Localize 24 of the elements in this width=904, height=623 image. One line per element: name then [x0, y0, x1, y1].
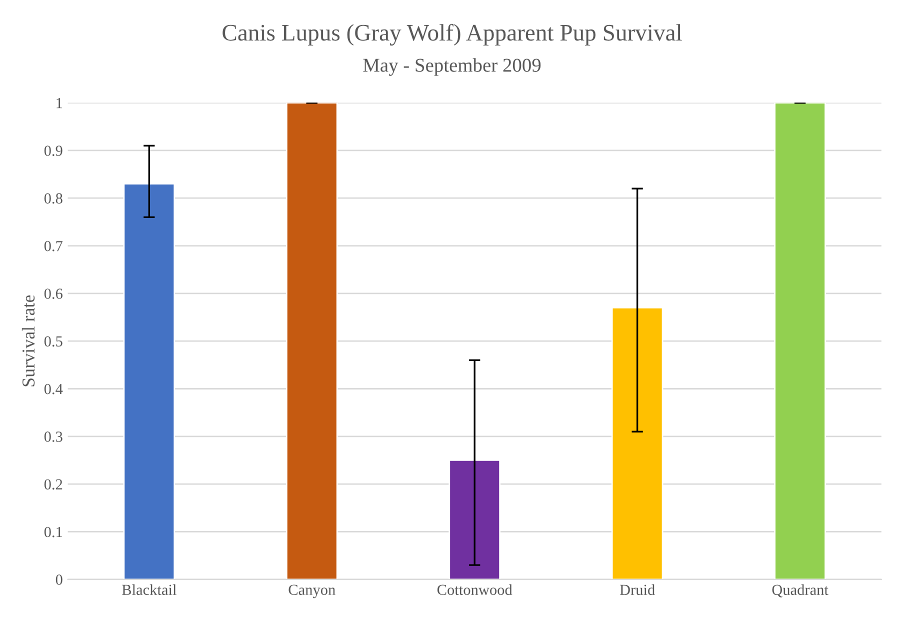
x-tick-label: Druid: [620, 584, 655, 596]
y-tick-label: 0.5: [44, 336, 62, 347]
y-tick-label: 1: [56, 98, 62, 108]
x-tick-label: Quadrant: [772, 584, 828, 598]
y-tick-label: 0.7: [44, 240, 62, 252]
x-tick-label: Blacktail: [122, 584, 176, 596]
y-tick-label: 0.6: [44, 288, 62, 299]
x-tick-label: Cottonwood: [437, 584, 512, 596]
y-tick-label: 0: [56, 574, 62, 585]
y-axis-title: Survival rate: [22, 295, 35, 386]
chart-subtitle: May - September 2009: [363, 58, 541, 76]
bar: [286, 102, 338, 580]
bar: [448, 460, 501, 580]
y-tick-label: 0.9: [44, 146, 62, 156]
y-tick-label: 0.3: [44, 432, 62, 442]
bar: [774, 102, 826, 580]
chart-title: Canis Lupus (Gray Wolf) Apparent Pup Survival: [222, 24, 682, 46]
bar: [611, 307, 664, 580]
x-tick-label: Canyon: [288, 584, 336, 598]
bar: [123, 183, 176, 580]
y-tick-label: 0.1: [44, 526, 62, 538]
y-tick-label: 0.8: [44, 193, 62, 204]
y-tick-label: 0.4: [44, 384, 63, 394]
y-tick-label: 0.2: [44, 479, 62, 490]
